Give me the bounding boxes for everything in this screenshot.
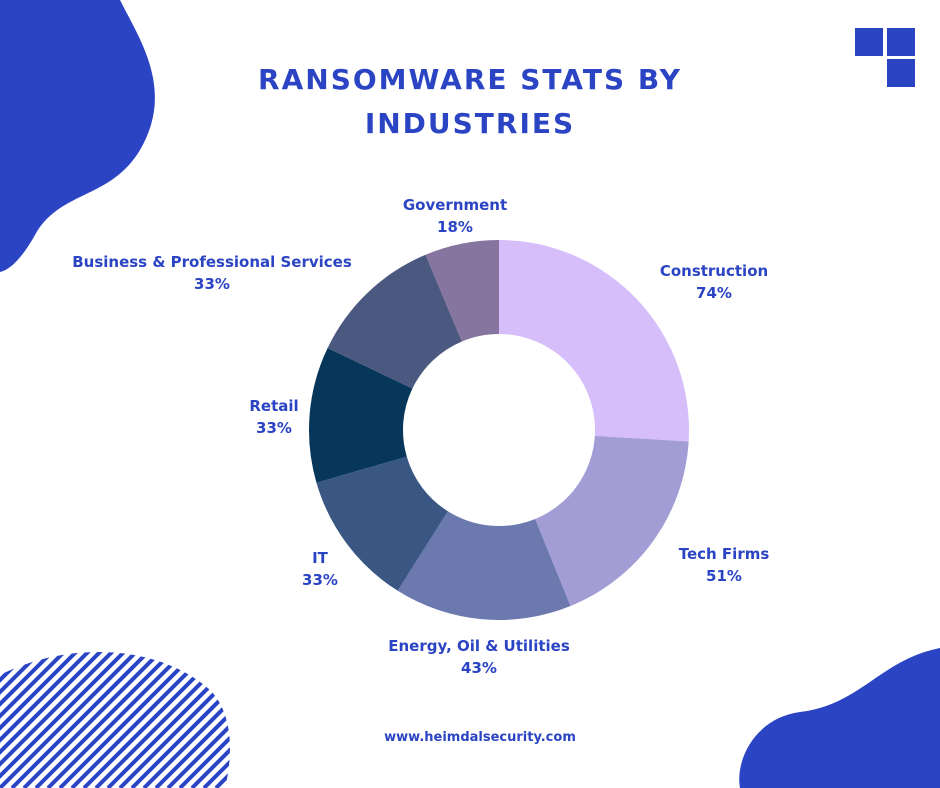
donut-slice-business-professional-services xyxy=(327,254,462,389)
slice-label-government: Government 18% xyxy=(403,194,507,238)
stripe-line xyxy=(10,652,230,788)
donut-slice-energy-oil-utilities xyxy=(397,511,571,621)
slice-label-name: Construction xyxy=(659,262,769,280)
donut-slice-government xyxy=(425,240,499,342)
stripe-line xyxy=(142,652,230,788)
slice-label-tech-firms: Tech Firms 51% xyxy=(679,543,770,587)
donut-slice-it xyxy=(316,456,448,591)
stripe-line xyxy=(154,652,230,788)
stripe-line xyxy=(0,652,214,788)
chart-title: RANSOMWARE STATS BY INDUSTRIES xyxy=(170,58,770,146)
stripe-line xyxy=(0,652,226,788)
stripe-line xyxy=(0,652,202,788)
stripe-line xyxy=(118,652,230,788)
bottom-right-blob xyxy=(739,648,940,788)
slice-label-name: Retail xyxy=(249,397,299,415)
slice-label-value: 51% xyxy=(706,567,742,585)
chart-title-line-1: RANSOMWARE STATS BY xyxy=(258,63,682,96)
slice-label-energy: Energy, Oil & Utilities 43% xyxy=(388,635,570,679)
stripe-line xyxy=(0,652,230,788)
slice-label-value: 74% xyxy=(696,284,732,302)
stripe-line xyxy=(178,652,230,788)
slice-label-business-services: Business & Professional Services 33% xyxy=(72,251,352,295)
stripe-line xyxy=(0,652,230,788)
stripe-line xyxy=(0,652,230,788)
slice-label-value: 33% xyxy=(302,571,338,589)
slice-label-name: Energy, Oil & Utilities xyxy=(388,637,570,655)
slice-label-name: Government xyxy=(402,196,508,214)
footer-url: www.heimdalsecurity.com xyxy=(384,730,576,745)
slice-label-value: 33% xyxy=(194,275,230,293)
stripe-line xyxy=(130,652,230,788)
slice-label-value: 33% xyxy=(256,419,292,437)
four-squares-logo-icon xyxy=(855,28,915,87)
donut-slice-retail xyxy=(308,347,413,483)
donut-slice-construction xyxy=(499,240,689,442)
chart-title-line-2: INDUSTRIES xyxy=(364,107,576,140)
slice-label-name: IT xyxy=(312,549,328,567)
slice-label-construction: Construction 74% xyxy=(660,260,768,304)
top-left-blob xyxy=(0,0,155,272)
slice-label-value: 43% xyxy=(461,659,497,677)
slice-label-it: IT 33% xyxy=(302,547,338,591)
stripe-line xyxy=(166,652,230,788)
stripe-line xyxy=(106,652,230,788)
slice-label-name: Business & Professional Services xyxy=(72,253,352,271)
slice-label-name: Tech Firms xyxy=(678,545,770,563)
donut-slice-tech-firms xyxy=(535,435,689,607)
slice-label-retail: Retail 33% xyxy=(249,395,298,439)
stripe-line xyxy=(0,652,190,788)
slice-label-value: 18% xyxy=(437,218,473,236)
